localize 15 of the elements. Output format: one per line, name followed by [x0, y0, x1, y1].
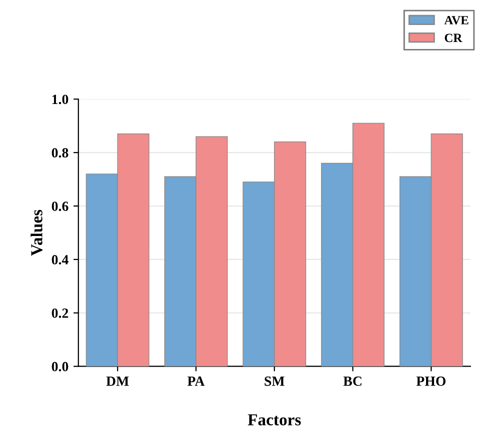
legend-label: AVE [444, 16, 468, 24]
y-axis-title: Values [30, 210, 42, 256]
x-tick-label: PA [187, 376, 205, 386]
y-tick-label: 0.8 [52, 148, 68, 158]
x-axis-title: Factors [248, 414, 301, 426]
x-tick-label: SM [264, 376, 284, 386]
y-tick-label: 0.2 [52, 308, 68, 318]
y-tick-label: 0.0 [52, 362, 68, 372]
legend-label: CR [444, 34, 462, 42]
x-tick-label: DM [106, 376, 129, 386]
y-tick-label: 0.4 [52, 255, 68, 264]
x-tick-label: BC [343, 376, 362, 386]
x-tick-label: PHO [416, 376, 446, 386]
y-tick-label: 0.6 [52, 202, 68, 212]
y-tick-label: 1.0 [52, 94, 68, 104]
